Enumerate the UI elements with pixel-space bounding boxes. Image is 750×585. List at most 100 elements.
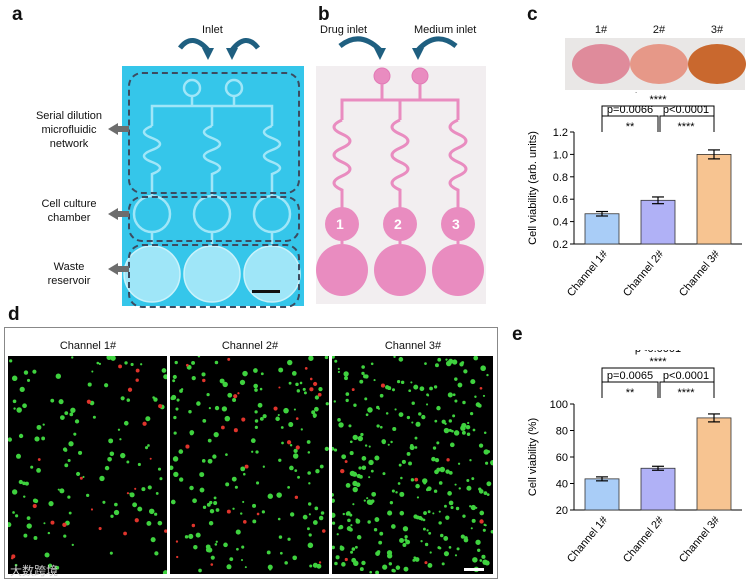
live-cell xyxy=(359,567,364,572)
live-cell xyxy=(315,469,320,474)
live-cell xyxy=(157,520,163,526)
live-cell xyxy=(414,436,418,440)
live-cell xyxy=(157,467,162,471)
live-cell xyxy=(382,564,388,570)
live-cell xyxy=(227,392,233,398)
live-cell xyxy=(30,465,34,469)
live-cell xyxy=(36,468,41,473)
live-cell xyxy=(12,511,15,514)
inlet-label: Inlet xyxy=(202,24,223,36)
live-cell xyxy=(470,504,476,511)
live-cell xyxy=(445,469,450,474)
live-cell xyxy=(353,403,357,407)
live-cell xyxy=(344,376,348,381)
live-cell xyxy=(197,355,201,358)
live-cell xyxy=(378,540,383,545)
live-cell xyxy=(411,421,414,424)
dead-cell xyxy=(243,520,247,524)
dish-label-3: 3# xyxy=(710,24,724,36)
live-cell xyxy=(423,527,426,531)
x-tick-label: Channel 2# xyxy=(621,514,667,565)
dead-cell xyxy=(278,386,281,389)
live-cell xyxy=(471,477,475,481)
side-label-chamber: Cell culture chamber xyxy=(41,198,97,224)
dead-cell xyxy=(90,508,94,511)
live-cell xyxy=(224,415,231,422)
live-cell xyxy=(201,459,206,463)
live-cell xyxy=(369,570,373,574)
live-cell xyxy=(406,451,411,456)
bracket-left xyxy=(601,115,659,132)
live-cell xyxy=(22,403,27,409)
live-cell xyxy=(119,438,122,441)
live-cell xyxy=(113,509,120,516)
live-cell xyxy=(206,393,210,397)
live-cell xyxy=(172,456,179,462)
live-cell xyxy=(399,491,405,497)
live-cell xyxy=(309,564,313,568)
bar-1 xyxy=(584,478,620,511)
dead-cell xyxy=(233,394,238,399)
live-cell xyxy=(288,422,294,428)
live-cell xyxy=(215,508,220,512)
annotation-right-stars: **** xyxy=(677,387,695,399)
live-cell xyxy=(307,502,312,506)
y-tick-label: 60 xyxy=(556,452,568,464)
live-cell xyxy=(477,548,481,552)
live-cell xyxy=(250,438,256,444)
live-cell xyxy=(351,557,357,563)
live-cell xyxy=(455,506,460,511)
live-cell xyxy=(437,546,441,550)
dead-cell xyxy=(50,520,55,525)
live-cell xyxy=(147,444,150,447)
live-cell xyxy=(486,373,489,377)
live-cell xyxy=(241,545,245,549)
live-cell xyxy=(337,418,341,422)
live-cell xyxy=(199,472,205,478)
dead-cell xyxy=(295,445,300,450)
live-cell xyxy=(76,471,81,476)
dead-cell xyxy=(98,526,102,531)
live-cell xyxy=(367,520,371,524)
live-cell xyxy=(427,510,431,514)
live-cell xyxy=(42,423,45,426)
live-cell xyxy=(277,517,281,521)
live-cell xyxy=(398,463,402,467)
live-cell xyxy=(373,379,376,382)
live-cell xyxy=(193,544,198,550)
live-cell xyxy=(140,363,143,366)
live-cell xyxy=(432,512,435,515)
live-cell xyxy=(370,469,374,473)
live-cell xyxy=(108,438,114,444)
live-cell xyxy=(276,492,282,498)
live-cell xyxy=(254,425,258,429)
live-cell xyxy=(483,523,486,527)
live-cell xyxy=(210,555,215,560)
live-cell xyxy=(275,416,280,422)
live-cell xyxy=(308,482,311,485)
dead-cell xyxy=(344,460,348,464)
live-cell xyxy=(457,462,461,465)
live-cell xyxy=(256,481,260,485)
dish-label-2: 2# xyxy=(652,24,666,36)
live-cell xyxy=(235,529,241,535)
live-cell xyxy=(161,368,167,373)
annotation-left-stars: ** xyxy=(626,121,635,133)
live-cell xyxy=(478,489,484,494)
live-cell xyxy=(281,441,284,445)
bar-2 xyxy=(640,199,676,245)
live-cell xyxy=(278,458,282,462)
live-cell xyxy=(483,491,488,495)
live-cell xyxy=(320,511,325,515)
live-cell xyxy=(427,563,433,568)
live-cell xyxy=(104,383,109,388)
dead-cell xyxy=(344,557,348,562)
live-cell xyxy=(355,518,361,524)
live-cell xyxy=(109,451,115,457)
dead-cell xyxy=(134,487,137,490)
dead-cell xyxy=(286,440,292,445)
live-cell xyxy=(175,407,179,411)
live-cell xyxy=(114,502,118,507)
live-cell xyxy=(345,398,349,403)
live-cell xyxy=(438,510,441,513)
